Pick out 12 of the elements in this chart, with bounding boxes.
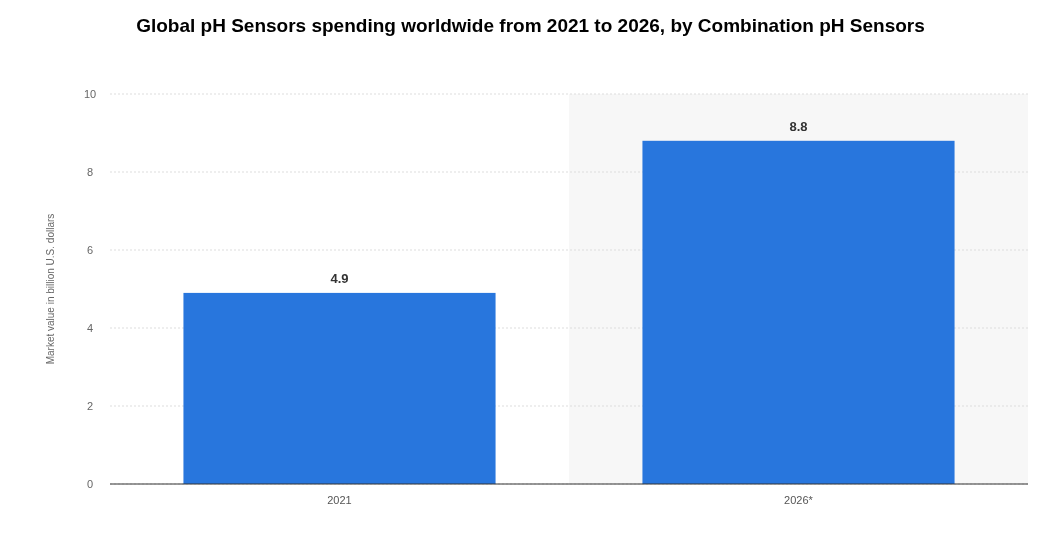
x-tick-label: 2026* (784, 494, 814, 506)
y-tick-label: 10 (83, 88, 97, 100)
y-tick-label: 4 (86, 322, 94, 334)
y-tick-label: 2 (86, 400, 94, 412)
x-tick-label: 2021 (327, 494, 352, 506)
chart-title: Global pH Sensors spending worldwide from 2021 to 2026, by Combination pH Sensors (136, 15, 925, 36)
y-axis-title: Market value in billion U.S. dollars (45, 213, 56, 365)
data-label: 4.9 (330, 270, 349, 286)
y-tick-label: 0 (86, 478, 94, 490)
y-tick-label: 8 (86, 166, 94, 178)
y-tick-label: 6 (86, 244, 94, 256)
data-label: 8.8 (789, 118, 808, 134)
